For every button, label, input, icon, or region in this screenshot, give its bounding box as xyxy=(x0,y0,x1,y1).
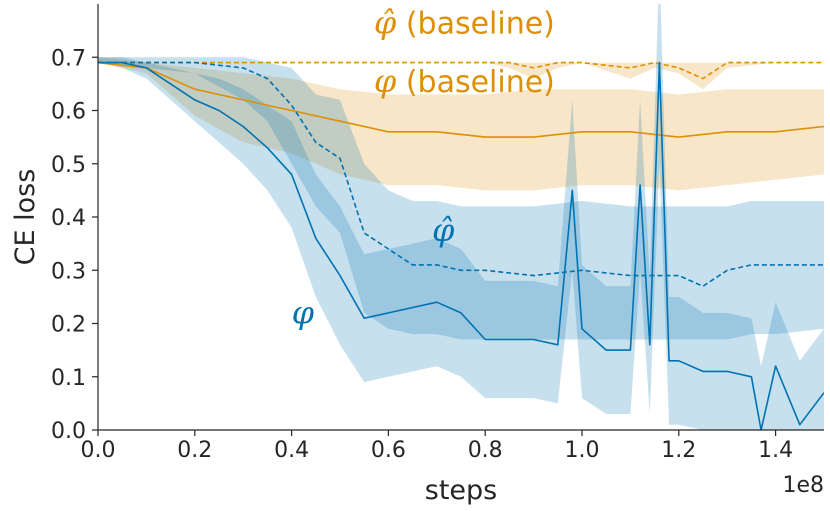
x-tick-label: 1.2 xyxy=(661,438,696,463)
x-axis-label: steps xyxy=(425,475,497,506)
x-tick-label: 0.8 xyxy=(468,438,503,463)
y-tick-label: 0.0 xyxy=(51,419,86,444)
band-phi xyxy=(98,4,824,430)
y-tick-label: 0.4 xyxy=(51,206,86,231)
x-tick-label: 0.4 xyxy=(274,438,309,463)
line-phi-hat xyxy=(98,61,824,288)
x-tick-label: 0.0 xyxy=(81,438,116,463)
band-phi-baseline- xyxy=(98,57,824,191)
y-tick-label: 0.1 xyxy=(51,366,86,391)
series-lines xyxy=(98,61,824,430)
annotation-phi-hat-baseline-: φ̂ (baseline) xyxy=(374,3,555,41)
x-tick-label: 0.2 xyxy=(177,438,212,463)
annotation-phi: φ xyxy=(292,294,315,332)
y-ticks: 0.0 0.1 0.2 0.3 0.4 0.5 0.6 0.7 xyxy=(51,46,98,444)
x-tick-label: 1.4 xyxy=(758,438,793,463)
y-tick-label: 0.6 xyxy=(51,100,86,125)
y-tick-label: 0.2 xyxy=(51,313,86,338)
series-annotations: φ̂ (baseline) φ (baseline) φ̂ φ xyxy=(292,3,555,331)
annotation-phi-baseline-: φ (baseline) xyxy=(374,62,555,100)
line-phi-baseline- xyxy=(98,61,824,138)
y-axis-label: CE loss xyxy=(10,169,41,266)
line-phi-hat-baseline- xyxy=(98,61,824,80)
annotation-phi-hat: φ̂ xyxy=(432,211,455,249)
confidence-bands xyxy=(98,4,824,430)
y-tick-label: 0.3 xyxy=(51,259,86,284)
x-tick-label: 1.0 xyxy=(565,438,600,463)
band-phi-hat xyxy=(98,57,824,340)
line-phi xyxy=(98,61,824,430)
y-tick-label: 0.7 xyxy=(51,46,86,71)
x-tick-label: 0.6 xyxy=(371,438,406,463)
x-axis-scale-label: 1e8 xyxy=(782,473,824,498)
band-phi-hat-baseline- xyxy=(98,62,824,90)
x-ticks: 0.0 0.2 0.4 0.6 0.8 1.0 1.2 1.4 xyxy=(81,430,793,463)
y-tick-label: 0.5 xyxy=(51,153,86,178)
